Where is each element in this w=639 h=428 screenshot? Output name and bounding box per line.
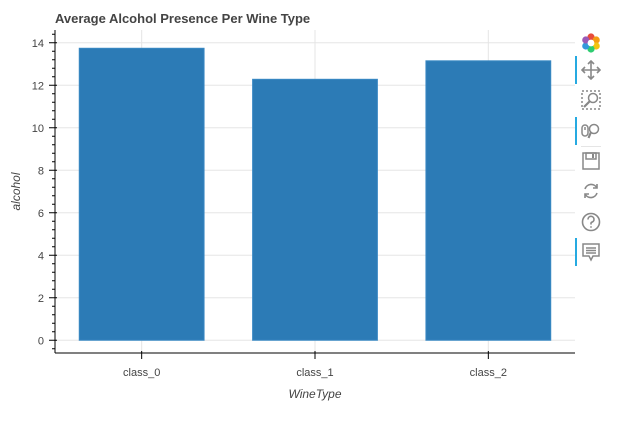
chart-title: Average Alcohol Presence Per Wine Type [55,11,311,26]
wheel-zoom-icon [581,123,600,139]
bars [78,47,552,341]
axis-labels: 0 2 4 6 8 10 12 14 class_0 class_1 class_2 WineType… [9,38,507,401]
reset-icon [584,183,598,199]
wheel-zoom-tool[interactable] [575,116,605,146]
pan-icon [581,60,601,80]
y-tick-label: 2 [38,293,44,305]
y-axis-label: alcohol [9,172,23,210]
hover-tool[interactable] [575,237,605,267]
y-tick-label: 10 [32,123,44,135]
box-zoom-icon [581,90,601,110]
hover-icon [582,243,600,262]
y-tick-label: 14 [32,38,44,50]
x-tick-label: class_1 [296,367,333,379]
bar-chart: 0 2 4 6 8 10 12 14 class_0 class_1 class_2 WineType… [9,30,575,401]
box-zoom-tool[interactable] [575,85,605,115]
save-tool[interactable] [575,146,605,176]
bar-class_0[interactable] [78,47,205,341]
y-tick-label: 0 [38,335,44,347]
help-tool[interactable] [575,207,605,237]
save-icon [582,152,600,170]
pan-tool[interactable] [575,55,605,85]
bokeh-logo[interactable] [575,28,605,58]
help-icon [581,212,601,232]
axes [49,30,575,359]
y-tick-label: 8 [38,165,44,177]
y-tick-label: 6 [38,208,44,220]
bar-class_1[interactable] [252,78,378,341]
y-tick-label: 12 [32,80,44,92]
x-axis-label: WineType [288,387,341,401]
y-tick-label: 4 [38,250,44,262]
x-tick-label: class_0 [123,367,160,379]
bar-class_2[interactable] [425,60,552,341]
reset-tool[interactable] [575,176,605,206]
bokeh-logo-icon [582,33,600,53]
x-tick-label: class_2 [470,367,507,379]
